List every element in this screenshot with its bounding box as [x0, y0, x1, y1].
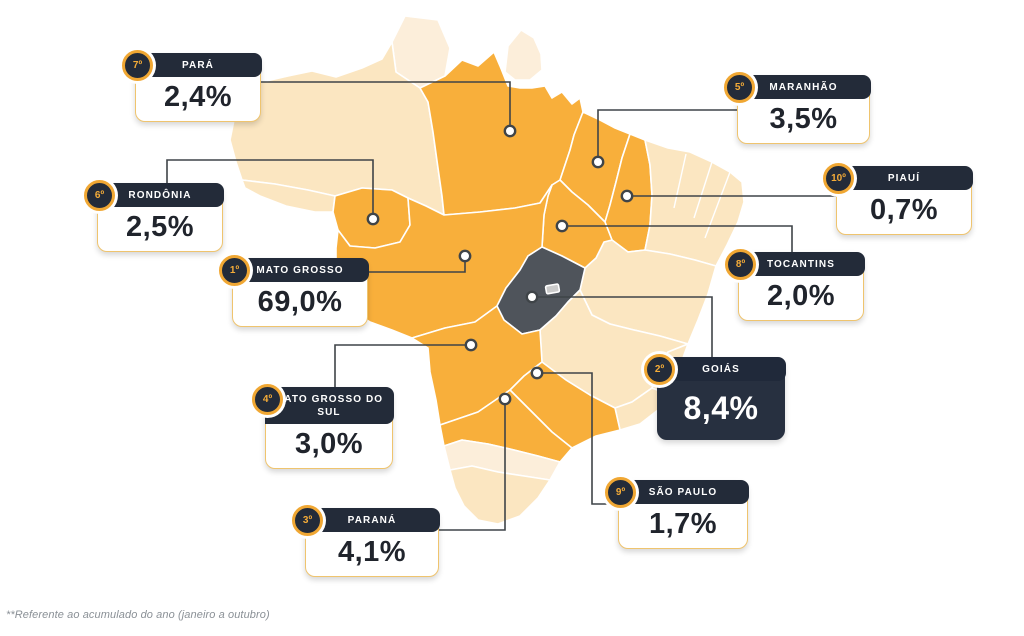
marker-para	[503, 124, 517, 138]
state-card-sao-paulo: 9º SÃO PAULO 1,7%	[605, 477, 749, 549]
state-value-goias: 8,4%	[683, 389, 759, 426]
connector-mato-grosso-do-sul	[334, 344, 471, 387]
marker-tocantins	[555, 219, 569, 233]
state-value-parana: 4,1%	[337, 535, 407, 568]
state-name-goias: GOIÁS	[656, 356, 786, 381]
state-card-mato-grosso: 1º MATO GROSSO 69,0%	[219, 255, 369, 327]
marker-mato-grosso-do-sul	[464, 338, 478, 352]
rank-badge-mato-grosso: 1º	[219, 255, 250, 286]
state-value-piaui: 0,7%	[869, 193, 939, 226]
rank-badge-goias: 2º	[644, 354, 675, 385]
state-name-piaui: PIAUÍ	[835, 165, 973, 190]
state-name-mato-grosso: MATO GROSSO	[231, 257, 369, 282]
state-value-mato-grosso: 69,0%	[257, 285, 343, 318]
state-name-para: PARÁ	[134, 52, 262, 77]
state-value-maranhao: 3,5%	[769, 102, 838, 135]
connector-parana	[437, 399, 506, 531]
marker-mato-grosso	[458, 249, 472, 263]
rank-badge-tocantins: 8º	[725, 249, 756, 280]
rank-badge-maranhao: 5º	[724, 72, 755, 103]
state-shape-rio-grande-do-sul	[449, 465, 551, 525]
state-card-piaui: 10º PIAUÍ 0,7%	[823, 163, 973, 235]
state-value-sao-paulo: 1,7%	[648, 507, 718, 540]
connector-maranhao	[597, 109, 737, 162]
marker-parana	[498, 392, 512, 406]
state-shape-northeast-block	[644, 139, 745, 267]
marker-maranhao	[591, 155, 605, 169]
marker-rondonia	[366, 212, 380, 226]
connector-rondonia	[166, 159, 374, 219]
state-card-maranhao: 5º MARANHÃO 3,5%	[724, 72, 871, 144]
state-value-para: 2,4%	[163, 80, 233, 113]
state-shape-acre	[241, 179, 336, 213]
rank-badge-piaui: 10º	[823, 163, 854, 194]
state-name-maranhao: MARANHÃO	[736, 74, 871, 99]
rank-badge-rondonia: 6º	[84, 180, 115, 211]
state-name-parana: PARANÁ	[304, 507, 440, 532]
rank-badge-parana: 3º	[292, 505, 323, 536]
state-card-parana: 3º PARANÁ 4,1%	[292, 505, 440, 577]
marker-sao-paulo	[530, 366, 544, 380]
connector-goias	[532, 296, 713, 357]
connector-para	[259, 81, 511, 131]
state-card-mato-grosso-do-sul: 4º MATO GROSSO DO SUL 3,0%	[252, 384, 394, 469]
marker-piaui	[620, 189, 634, 203]
footnote: **Referente ao acumulado do ano (janeiro…	[6, 609, 270, 621]
state-name-mato-grosso-do-sul: MATO GROSSO DO SUL	[264, 386, 394, 424]
connector-tocantins	[562, 225, 793, 252]
state-value-mato-grosso-do-sul: 3,0%	[294, 427, 364, 460]
marker-goias	[525, 290, 539, 304]
state-name-tocantins: TOCANTINS	[737, 251, 865, 276]
state-name-rondonia: RONDÔNIA	[96, 182, 224, 207]
state-shape-amapa	[504, 29, 543, 81]
state-card-rondonia: 6º RONDÔNIA 2,5%	[84, 180, 224, 252]
state-name-sao-paulo: SÃO PAULO	[617, 479, 749, 504]
rank-badge-sao-paulo: 9º	[605, 477, 636, 508]
state-markers	[366, 124, 634, 406]
state-value-rondonia: 2,5%	[125, 210, 195, 243]
state-shape-distrito-federal	[544, 283, 561, 295]
rank-badge-mato-grosso-do-sul: 4º	[252, 384, 283, 415]
rank-badge-para: 7º	[122, 50, 153, 81]
state-value-tocantins: 2,0%	[766, 279, 836, 312]
state-card-para: 7º PARÁ 2,4%	[122, 50, 262, 122]
connector-sao-paulo	[537, 372, 618, 505]
northeast-inner-borders	[673, 153, 731, 239]
state-card-goias: 2º GOIÁS 8,4%	[644, 354, 786, 440]
state-card-tocantins: 8º TOCANTINS 2,0%	[725, 249, 865, 321]
